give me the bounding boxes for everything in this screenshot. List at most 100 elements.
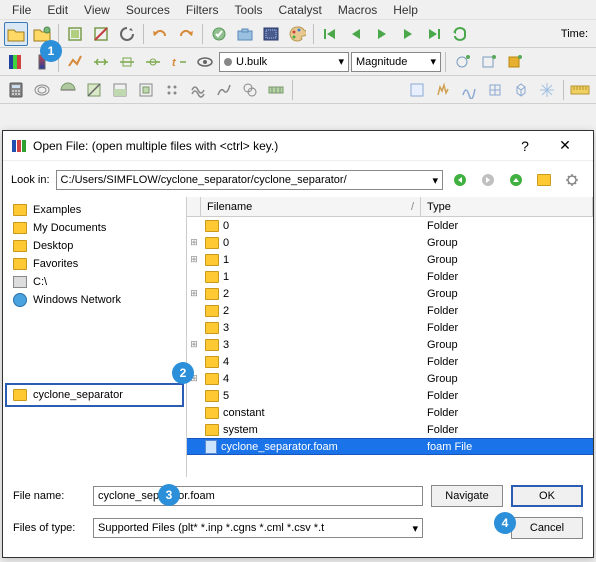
forward-button[interactable] — [477, 169, 499, 191]
rescale-button[interactable] — [63, 50, 87, 74]
shortcut-favorites[interactable]: Favorites — [11, 255, 178, 273]
file-row[interactable]: ⊞4Group — [187, 370, 593, 387]
connect-button[interactable] — [63, 22, 87, 46]
settings-button[interactable] — [561, 169, 583, 191]
file-row[interactable]: 3Folder — [187, 319, 593, 336]
apply-button[interactable] — [207, 22, 231, 46]
contour-button[interactable] — [30, 78, 54, 102]
separator — [445, 52, 446, 72]
rescale-temporal-button[interactable]: t — [167, 50, 191, 74]
view1-button[interactable] — [405, 78, 429, 102]
file-row[interactable]: 4Folder — [187, 353, 593, 370]
refresh-button[interactable] — [115, 22, 139, 46]
cancel-button[interactable]: Cancel — [511, 517, 583, 539]
look-in-combo[interactable]: C:/Users/SIMFLOW/cyclone_separator/cyclo… — [56, 170, 443, 190]
file-row[interactable]: ⊞3Group — [187, 336, 593, 353]
file-row[interactable]: 1Folder — [187, 268, 593, 285]
rescale-visible-button[interactable] — [141, 50, 165, 74]
view4-button[interactable] — [483, 78, 507, 102]
shortcut-network[interactable]: Windows Network — [11, 291, 178, 309]
current-folder-box[interactable]: cyclone_separator — [5, 383, 184, 407]
camera-button[interactable] — [233, 22, 257, 46]
file-row[interactable]: ⊞0Group — [187, 234, 593, 251]
redo-button[interactable] — [174, 22, 198, 46]
extract-level-button[interactable] — [264, 78, 288, 102]
menu-filters[interactable]: Filters — [178, 1, 227, 19]
undo-button[interactable] — [148, 22, 172, 46]
shortcut-drive-c[interactable]: C:\ — [11, 273, 178, 291]
view5-button[interactable] — [509, 78, 533, 102]
file-row[interactable]: constantFolder — [187, 404, 593, 421]
prev-frame-button[interactable] — [344, 22, 368, 46]
menu-tools[interactable]: Tools — [227, 1, 271, 19]
play-button[interactable] — [370, 22, 394, 46]
last-frame-button[interactable] — [422, 22, 446, 46]
threshold-button[interactable] — [108, 78, 132, 102]
field-combo[interactable]: U.bulk▾ — [219, 52, 349, 72]
glyph2-button[interactable] — [476, 50, 500, 74]
view6-button[interactable] — [535, 78, 559, 102]
annotation-4: 4 — [494, 512, 516, 534]
disconnect-button[interactable] — [89, 22, 113, 46]
palette-button[interactable] — [285, 22, 309, 46]
folder-icon — [13, 389, 27, 401]
menu-edit[interactable]: Edit — [39, 1, 76, 19]
file-row[interactable]: ⊞1Group — [187, 251, 593, 268]
view3-button[interactable] — [457, 78, 481, 102]
first-frame-button[interactable] — [318, 22, 342, 46]
extract-button[interactable] — [134, 78, 158, 102]
colormap-button[interactable] — [4, 50, 28, 74]
dialog-title: Open File: (open multiple files with <ct… — [33, 139, 505, 153]
menu-file[interactable]: File — [4, 1, 39, 19]
column-type[interactable]: Type — [421, 197, 593, 216]
shortcut-documents[interactable]: My Documents — [11, 219, 178, 237]
next-frame-button[interactable] — [396, 22, 420, 46]
file-row[interactable]: cyclone_separator.foamfoam File — [187, 438, 593, 455]
close-button[interactable]: ✕ — [545, 132, 585, 160]
open-button[interactable] — [4, 22, 28, 46]
filename-input[interactable] — [93, 486, 423, 506]
ruler-button[interactable] — [568, 78, 592, 102]
separator — [58, 24, 59, 44]
navigate-button[interactable]: Navigate — [431, 485, 503, 507]
menu-view[interactable]: View — [76, 1, 118, 19]
menu-catalyst[interactable]: Catalyst — [271, 1, 330, 19]
warp-button[interactable] — [212, 78, 236, 102]
file-row[interactable]: systemFolder — [187, 421, 593, 438]
shortcut-examples[interactable]: Examples — [11, 201, 178, 219]
back-button[interactable] — [449, 169, 471, 191]
file-name: 0 — [223, 237, 229, 249]
annotation-3: 3 — [158, 484, 180, 506]
help-button[interactable]: ? — [505, 132, 545, 160]
view2-button[interactable] — [431, 78, 455, 102]
menu-help[interactable]: Help — [385, 1, 426, 19]
menu-sources[interactable]: Sources — [118, 1, 178, 19]
loop-button[interactable] — [448, 22, 472, 46]
group-button[interactable] — [238, 78, 262, 102]
selection-button[interactable] — [259, 22, 283, 46]
new-folder-button[interactable] — [533, 169, 555, 191]
shortcut-desktop[interactable]: Desktop — [11, 237, 178, 255]
file-type: Group — [421, 288, 593, 300]
file-row[interactable]: 2Folder — [187, 302, 593, 319]
file-row[interactable]: ⊞2Group — [187, 285, 593, 302]
folder-icon — [205, 254, 219, 266]
stream-button[interactable] — [186, 78, 210, 102]
file-row[interactable]: 5Folder — [187, 387, 593, 404]
calc-button[interactable] — [4, 78, 28, 102]
clip-button[interactable] — [56, 78, 80, 102]
rescale-custom-button[interactable] — [89, 50, 113, 74]
eye-button[interactable] — [193, 50, 217, 74]
filetype-combo[interactable]: Supported Files (plt* *.inp *.cgns *.cml… — [93, 518, 423, 538]
glyph1-button[interactable] — [450, 50, 474, 74]
component-combo[interactable]: Magnitude▾ — [351, 52, 441, 72]
glyph-button[interactable] — [160, 78, 184, 102]
menu-macros[interactable]: Macros — [330, 1, 385, 19]
slice-button[interactable] — [82, 78, 106, 102]
column-filename[interactable]: Filename/ — [201, 197, 421, 216]
glyph3-button[interactable] — [502, 50, 526, 74]
file-row[interactable]: 0Folder — [187, 217, 593, 234]
up-button[interactable] — [505, 169, 527, 191]
rescale-data-button[interactable] — [115, 50, 139, 74]
ok-button[interactable]: OK — [511, 485, 583, 507]
